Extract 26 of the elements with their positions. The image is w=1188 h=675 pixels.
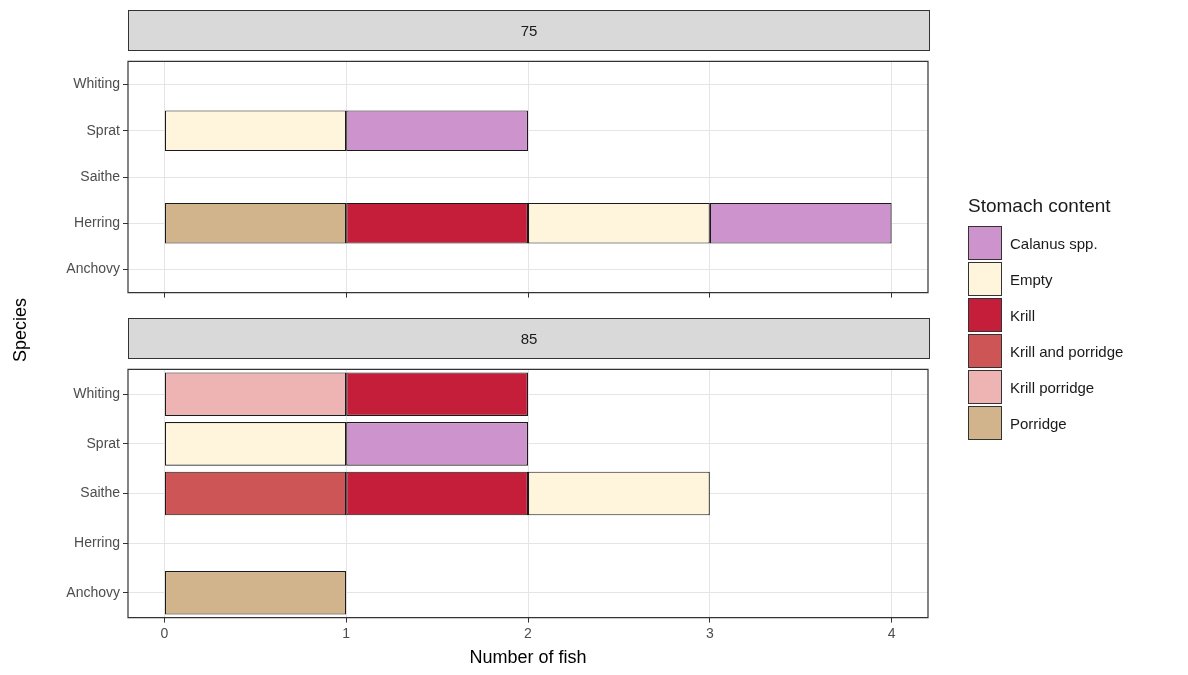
legend-label: Porridge bbox=[1010, 414, 1067, 432]
y-tick-label: Whiting bbox=[73, 385, 120, 402]
x-tick-label: 0 bbox=[160, 624, 169, 641]
y-tick-label: Herring bbox=[74, 534, 120, 550]
legend-label: Calanus spp. bbox=[1010, 234, 1098, 252]
y-tick-label: Saithe bbox=[80, 484, 121, 501]
x-tick-label: 1 bbox=[342, 624, 351, 641]
legend-title: Stomach content bbox=[968, 195, 1112, 217]
legend-label: Krill and porridge bbox=[1010, 342, 1124, 360]
legend-label: Krill porridge bbox=[1010, 378, 1095, 396]
y-tick-label: Anchovy bbox=[66, 260, 120, 277]
x-axis-title: Number of fish bbox=[469, 647, 587, 668]
chart-title: 85 bbox=[128, 318, 930, 359]
x-tick-label: 2 bbox=[524, 624, 533, 641]
y-tick-label: Sprat bbox=[86, 434, 121, 451]
y-axis-title: Species bbox=[9, 297, 31, 363]
legend-label: Krill bbox=[1010, 306, 1035, 324]
legend-label: Empty bbox=[1010, 270, 1053, 288]
y-tick-label: Sprat bbox=[86, 121, 121, 138]
x-tick-label: 3 bbox=[705, 624, 714, 641]
y-tick-label: Herring bbox=[74, 214, 120, 231]
y-tick-label: Saithe bbox=[80, 167, 121, 184]
y-tick-label: Whiting bbox=[73, 75, 120, 92]
y-tick-label: Anchovy bbox=[66, 583, 120, 600]
x-tick-label: 4 bbox=[887, 624, 896, 641]
chart-title: 75 bbox=[128, 10, 930, 51]
